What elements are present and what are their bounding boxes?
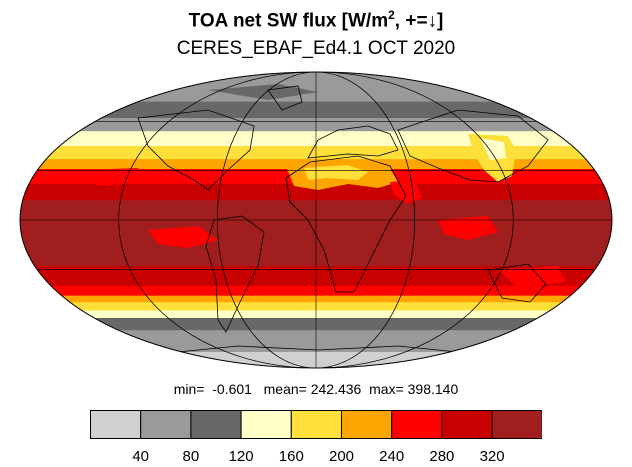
map-subtitle: CERES_EBAF_Ed4.1 OCT 2020 [176, 38, 456, 59]
coastlines [137, 85, 549, 353]
min-value: -0.601 [212, 381, 252, 397]
asia-outline [397, 109, 549, 183]
map-statistics: min= -0.601 mean= 242.436 max= 398.140 [0, 381, 632, 397]
colorbar-swatch [441, 410, 493, 439]
greenland-outline [267, 85, 303, 111]
colorbar-swatch [140, 410, 192, 439]
mean-value: 242.436 [310, 381, 362, 397]
arctic-region [208, 84, 318, 100]
colorbar-tick-label: 200 [329, 448, 354, 465]
asia-region-bright [480, 138, 506, 160]
colorbar-tick-label: 80 [183, 448, 200, 465]
min-label: min= [173, 381, 205, 397]
colorbar-swatch [491, 410, 542, 439]
colorbar-swatch [341, 410, 393, 439]
tropical-patch-2 [438, 216, 498, 240]
antarctica-outline [177, 345, 459, 353]
colorbar-tick-label: 120 [229, 448, 254, 465]
south-america-outline [205, 215, 265, 333]
tropical-patch-3 [78, 168, 148, 186]
title-text: TOA net SW flux [W/m [188, 10, 389, 32]
arabia-region [390, 180, 422, 204]
tropical-patch-1 [148, 226, 218, 248]
graticule [20, 72, 612, 368]
colorbar: 40 80 120 160 200 240 280 320 [90, 410, 542, 465]
title-superscript: 2 [388, 8, 395, 22]
europe-outline [307, 125, 399, 159]
colorbar-swatch [290, 410, 343, 439]
map-title: TOA net SW flux [W/m2, +=↓] [0, 8, 632, 32]
colorbar-tick-label: 320 [480, 448, 505, 465]
colorbar-tick-label: 240 [379, 448, 404, 465]
colorbar-tick-label: 280 [429, 448, 454, 465]
sahara-bright [304, 165, 368, 180]
colorbar-tick-label: 40 [132, 448, 149, 465]
map-border [19, 71, 613, 369]
africa-outline [285, 155, 407, 293]
colorbar-swatch [190, 410, 242, 439]
max-value: 398.140 [407, 381, 459, 397]
meridian-line [118, 72, 514, 368]
north-america-outline [137, 109, 255, 191]
colorbar-swatch [240, 410, 292, 439]
colorbar-swatch [90, 410, 142, 439]
mean-label: mean= [263, 381, 307, 397]
tropical-patch-4 [498, 266, 566, 288]
colorbar-tick-label: 160 [279, 448, 304, 465]
world-map-mollweide [19, 71, 613, 369]
colorbar-swatch [391, 410, 443, 439]
max-label: max= [369, 381, 404, 397]
australia-outline [487, 263, 547, 303]
title-text-rest: , +=↓] [394, 10, 444, 32]
meridian-line [217, 72, 415, 368]
